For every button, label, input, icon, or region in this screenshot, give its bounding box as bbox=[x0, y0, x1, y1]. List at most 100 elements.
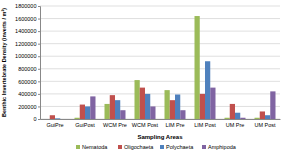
bar bbox=[265, 115, 270, 119]
bar-series bbox=[55, 61, 270, 119]
y-tick: 1000000 bbox=[15, 53, 40, 59]
y-tick-mark bbox=[38, 19, 40, 20]
grid-line bbox=[40, 93, 280, 94]
bar bbox=[165, 90, 170, 119]
bar bbox=[170, 100, 175, 119]
y-axis-title: Benthic Invertebrate Density (inverts / … bbox=[1, 8, 7, 117]
bar bbox=[110, 95, 115, 119]
bar bbox=[75, 118, 80, 119]
y-tick: 1800000 bbox=[15, 3, 40, 9]
legend-swatch bbox=[160, 145, 164, 149]
legend-label: Amphipoda bbox=[208, 144, 237, 150]
grid-line bbox=[40, 81, 280, 82]
bar bbox=[145, 94, 150, 119]
legend-label: Nematoda bbox=[82, 144, 108, 150]
y-tick: 1400000 bbox=[15, 28, 40, 34]
bar bbox=[150, 106, 155, 119]
plot: 0 200000 400000 600000 800000 1000000 1200000 1… bbox=[15, 3, 280, 128]
y-tick-label: 0 bbox=[33, 116, 36, 122]
bar bbox=[90, 96, 95, 119]
bar bbox=[240, 118, 245, 119]
y-tick-mark bbox=[38, 6, 40, 7]
grid-line bbox=[40, 68, 280, 69]
y-tick-mark bbox=[38, 94, 40, 95]
bars bbox=[50, 16, 276, 119]
bar bbox=[50, 115, 55, 119]
legend-swatch bbox=[202, 145, 206, 149]
legend-item: Amphipoda bbox=[202, 144, 237, 150]
bar bbox=[200, 94, 205, 119]
bar bbox=[210, 88, 215, 119]
bar bbox=[135, 80, 140, 119]
y-tick-mark bbox=[38, 31, 40, 32]
y-tick-label: 200000 bbox=[18, 104, 36, 110]
y-tick-mark bbox=[38, 106, 40, 107]
bar bbox=[140, 88, 145, 119]
grid bbox=[40, 6, 280, 119]
legend-label: Oligochaeta bbox=[124, 144, 154, 150]
bar bbox=[105, 104, 110, 119]
bar bbox=[120, 110, 125, 119]
x-axis: GuiPre GuiPost WCM Pre WCM Post LIM Pre LIM P… bbox=[41, 119, 281, 128]
legend-label: Polychaeta bbox=[166, 144, 194, 150]
grid-line bbox=[40, 43, 280, 44]
bar-series bbox=[75, 16, 260, 119]
y-tick: 400000 bbox=[18, 91, 40, 97]
bar bbox=[80, 105, 85, 119]
bar-series bbox=[90, 88, 275, 119]
x-tick-label: UM Pre bbox=[226, 122, 245, 128]
legend: Nematoda Oligochaeta Polychaeta Amphipoda bbox=[76, 144, 237, 150]
y-axis: 0 200000 400000 600000 800000 1000000 1200000 1… bbox=[15, 3, 40, 122]
y-tick-label: 1600000 bbox=[15, 16, 36, 22]
grid-line bbox=[40, 56, 280, 57]
x-tick: UM Post bbox=[254, 119, 276, 128]
x-tick-label: GuiPre bbox=[46, 122, 63, 128]
y-tick: 1200000 bbox=[15, 41, 40, 47]
y-tick-mark bbox=[38, 69, 40, 70]
y-tick: 0 bbox=[33, 116, 40, 122]
x-tick-label: LIM Post bbox=[194, 122, 216, 128]
x-tick: GuiPost bbox=[75, 119, 95, 128]
x-tick: LIM Pre bbox=[165, 119, 184, 128]
bar-series bbox=[50, 88, 265, 119]
y-tick-mark bbox=[38, 44, 40, 45]
grid-line bbox=[40, 31, 280, 32]
bar bbox=[45, 119, 50, 120]
y-tick-label: 1000000 bbox=[15, 53, 36, 59]
bar bbox=[230, 104, 235, 119]
bar bbox=[225, 118, 230, 119]
x-tick: UM Pre bbox=[226, 119, 245, 128]
y-tick: 1600000 bbox=[15, 16, 40, 22]
x-tick: GuiPre bbox=[46, 119, 63, 128]
y-tick-mark bbox=[38, 81, 40, 82]
y-tick-mark bbox=[38, 119, 40, 120]
bar bbox=[270, 91, 275, 119]
bar bbox=[85, 106, 90, 119]
bar bbox=[180, 110, 185, 119]
y-tick-mark bbox=[38, 56, 40, 57]
y-tick-label: 1400000 bbox=[15, 28, 36, 34]
x-tick-label: WCM Post bbox=[132, 122, 159, 128]
bar bbox=[195, 16, 200, 119]
grid-line bbox=[40, 6, 280, 7]
legend-item: Polychaeta bbox=[160, 144, 194, 150]
y-tick-label: 1200000 bbox=[15, 41, 36, 47]
grid-line bbox=[40, 18, 280, 19]
bar bbox=[205, 61, 210, 119]
x-tick: WCM Post bbox=[132, 119, 159, 128]
grid-line bbox=[40, 106, 280, 107]
y-tick-label: 800000 bbox=[18, 66, 36, 72]
x-tick-label: WCM Pre bbox=[103, 122, 127, 128]
x-axis-line bbox=[41, 119, 281, 120]
chart: 0 200000 400000 600000 800000 1000000 1200000 1… bbox=[0, 0, 285, 157]
bar bbox=[235, 113, 240, 119]
y-tick: 800000 bbox=[18, 66, 40, 72]
legend-item: Oligochaeta bbox=[118, 144, 154, 150]
y-tick: 600000 bbox=[18, 79, 40, 85]
x-tick: WCM Pre bbox=[103, 119, 127, 128]
x-tick-label: UM Post bbox=[254, 122, 276, 128]
bar bbox=[255, 118, 260, 119]
bar bbox=[260, 111, 265, 119]
y-axis-line bbox=[38, 7, 41, 120]
bar bbox=[60, 119, 65, 120]
